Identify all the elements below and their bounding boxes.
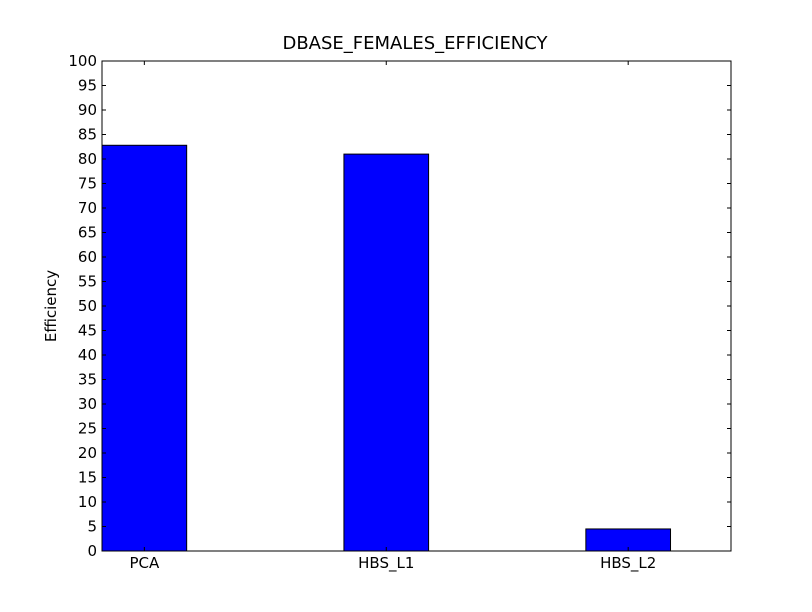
- x-tick-label: HBS_L1: [358, 554, 414, 573]
- y-tick-label: 85: [78, 126, 97, 144]
- y-tick-label: 65: [78, 224, 97, 242]
- y-tick-label: 70: [78, 199, 97, 217]
- y-tick-label: 20: [78, 444, 97, 462]
- y-tick-label: 45: [78, 322, 97, 340]
- bars-group: [101, 144, 672, 552]
- y-tick-label: 100: [68, 52, 97, 70]
- x-tick-label: PCA: [129, 554, 160, 572]
- y-tick-label: 50: [78, 297, 97, 315]
- y-tick-label: 95: [78, 77, 97, 95]
- x-tick-label: HBS_L2: [600, 554, 656, 573]
- chart-title: DBASE_FEMALES_EFFICIENCY: [282, 33, 548, 54]
- ticks-group: [102, 60, 731, 552]
- y-tick-label: 90: [78, 101, 97, 119]
- y-tick-label: 30: [78, 395, 97, 413]
- y-tick-label: 5: [87, 518, 97, 536]
- y-tick-labels: 0 5 10 15 20 25 30 35 40 45 50 55 60 65 70 75 80 85 90 95 10…: [68, 52, 97, 560]
- bar-hbs-l1: [343, 153, 430, 552]
- y-tick-label: 15: [78, 469, 97, 487]
- y-axis-label: Efficiency: [42, 270, 60, 342]
- plot-frame: [101, 60, 732, 552]
- x-tick-labels: PCA HBS_L1 HBS_L2: [129, 554, 656, 573]
- y-tick-label: 60: [78, 248, 97, 266]
- y-tick-label: 10: [78, 493, 97, 511]
- y-tick-label: 40: [78, 346, 97, 364]
- y-tick-label: 25: [78, 420, 97, 438]
- bar-pca: [101, 144, 188, 552]
- y-tick-label: 0: [87, 542, 97, 560]
- y-tick-label: 75: [78, 175, 97, 193]
- y-tick-label: 55: [78, 273, 97, 291]
- y-tick-label: 35: [78, 371, 97, 389]
- y-tick-label: 80: [78, 150, 97, 168]
